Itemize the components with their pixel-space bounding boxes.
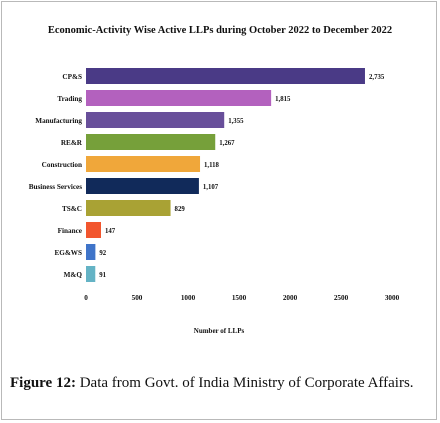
value-label: 1,355	[228, 118, 244, 125]
chart-title: Economic-Activity Wise Active LLPs durin…	[47, 25, 393, 36]
category-label: RE&R	[61, 139, 83, 147]
x-tick-label: 2500	[334, 294, 349, 302]
figure-caption: Figure 12: Data from Govt. of India Mini…	[10, 374, 430, 393]
x-tick-label: 500	[132, 294, 143, 302]
x-tick-label: 1000	[181, 294, 196, 302]
category-label: Manufacturing	[35, 117, 82, 125]
figure-label: Figure 12:	[10, 375, 76, 391]
value-label: 1,815	[275, 96, 291, 103]
bar-ts-c	[86, 200, 171, 216]
x-tick-label: 3000	[385, 294, 400, 302]
bar-manufacturing	[86, 112, 225, 128]
category-label: Trading	[57, 95, 82, 103]
bar-construction	[86, 156, 201, 172]
value-label: 1,118	[204, 162, 220, 169]
value-label: 1,107	[203, 184, 219, 191]
chart-area: Economic-Activity Wise Active LLPs durin…	[2, 2, 438, 352]
category-label: Business Services	[29, 183, 83, 191]
category-label: Finance	[58, 227, 82, 235]
bar-chart: CP&S 2,735 Trading 1,815 Manufacturing 1,355 R…	[29, 68, 400, 335]
value-label: 92	[99, 250, 106, 257]
value-label: 829	[175, 206, 186, 213]
value-label: 147	[105, 228, 116, 235]
bar-re-r	[86, 134, 216, 150]
category-label: TS&C	[62, 205, 82, 213]
bar-m-q	[86, 266, 96, 282]
x-tick-label: 1500	[232, 294, 247, 302]
bar-cp-s	[86, 68, 365, 84]
bar-business-services	[86, 178, 199, 194]
value-label: 1,267	[219, 140, 235, 147]
category-label: CP&S	[62, 73, 82, 81]
x-tick-label: 2000	[283, 294, 298, 302]
x-tick-label: 0	[84, 294, 88, 302]
figure-caption-text: Data from Govt. of India Ministry of Cor…	[75, 375, 414, 391]
category-label: Construction	[42, 161, 82, 169]
x-axis-label: Number of LLPs	[194, 327, 245, 335]
value-label: 2,735	[369, 74, 385, 81]
bar-finance	[86, 222, 101, 238]
value-label: 91	[99, 272, 106, 279]
bar-eg-ws	[86, 244, 96, 260]
bar-trading	[86, 90, 272, 106]
category-label: EG&WS	[54, 249, 82, 257]
category-label: M&Q	[64, 271, 83, 279]
